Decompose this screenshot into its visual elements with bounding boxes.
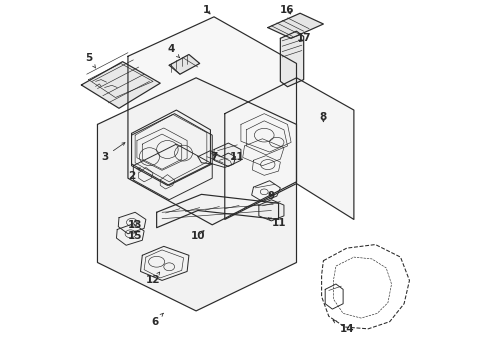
Text: 14: 14 [332,320,353,334]
Text: 2: 2 [128,168,140,181]
Polygon shape [258,200,284,221]
Polygon shape [280,31,303,87]
Polygon shape [128,17,296,225]
Text: 9: 9 [267,191,274,201]
Text: 10: 10 [190,231,204,240]
Text: 8: 8 [319,112,326,122]
Polygon shape [97,78,296,311]
Text: 6: 6 [151,313,163,327]
Text: 13: 13 [128,220,142,230]
Text: 7: 7 [210,152,217,162]
Polygon shape [267,13,323,39]
Polygon shape [169,54,199,74]
Text: 15: 15 [128,231,142,240]
Polygon shape [214,143,241,166]
Text: 16: 16 [280,5,294,15]
Polygon shape [81,62,160,108]
Text: 1: 1 [203,5,210,15]
Text: 11: 11 [230,152,244,162]
Text: 12: 12 [145,272,160,285]
Text: 5: 5 [85,53,96,68]
Text: 4: 4 [167,44,179,58]
Text: 17: 17 [296,33,310,43]
Text: 11: 11 [268,218,285,228]
Polygon shape [224,78,353,220]
Text: 3: 3 [101,143,125,162]
